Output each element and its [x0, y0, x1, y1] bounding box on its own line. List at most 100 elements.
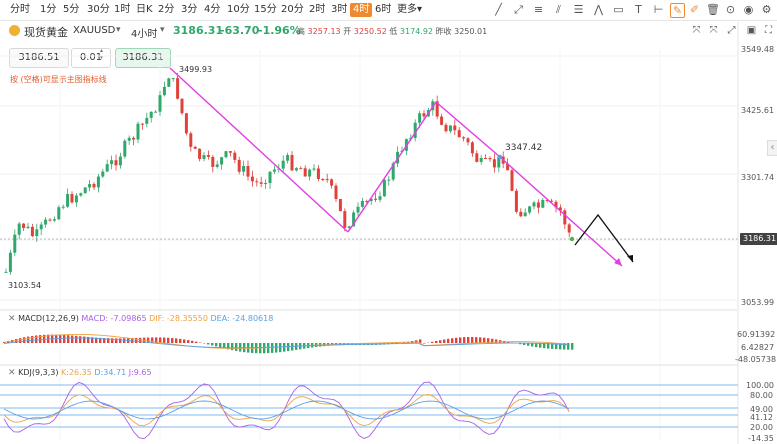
- candle-body: [39, 224, 43, 230]
- macd-title[interactable]: MACD(12,26,9): [18, 314, 79, 323]
- macd-bar: [527, 343, 530, 346]
- macd-bar: [451, 338, 454, 343]
- candle-body: [189, 133, 193, 147]
- candle-body: [35, 229, 39, 237]
- tf-30m[interactable]: 30分: [87, 4, 110, 15]
- tf-more[interactable]: 更多▾: [397, 3, 422, 17]
- ray-tool-icon[interactable]: ⤢: [514, 3, 523, 16]
- visibility-icon[interactable]: ◉: [743, 3, 754, 16]
- rectangle-tool-icon[interactable]: ▭: [613, 3, 624, 16]
- compare-icon[interactable]: ⤧: [692, 25, 701, 36]
- candle-body: [224, 151, 228, 158]
- measure-tool-icon[interactable]: ⊢: [653, 3, 664, 16]
- tf-4m[interactable]: 4分: [204, 4, 221, 15]
- tf-daily[interactable]: 日K: [136, 4, 153, 15]
- chevron-down-icon[interactable]: ▾: [160, 25, 165, 35]
- macd-bar: [183, 339, 186, 343]
- candle-body: [536, 202, 540, 208]
- fullscreen-icon[interactable]: ⛶: [765, 25, 772, 36]
- kdj-axis-tick: -14.35: [748, 434, 774, 443]
- candle-body: [492, 159, 496, 168]
- macd-bar: [15, 338, 18, 343]
- peak-price-label: 3499.93: [179, 65, 213, 74]
- macd-bar: [11, 339, 14, 343]
- indicator-icon[interactable]: ⤧: [709, 25, 718, 36]
- period-selector[interactable]: 4小时: [131, 29, 158, 40]
- candle-body: [550, 200, 554, 202]
- candle-body: [66, 194, 70, 207]
- macd-bar: [279, 343, 282, 353]
- tf-6h[interactable]: 6时: [375, 4, 392, 15]
- macd-bar: [155, 337, 158, 343]
- sell-price-button[interactable]: 3186.51: [9, 48, 69, 68]
- lot-size-input[interactable]: 0.01: [71, 48, 111, 68]
- pattern-tool-icon[interactable]: ⋀: [593, 3, 604, 16]
- candle-body: [286, 155, 290, 161]
- macd-bar: [271, 343, 274, 353]
- macd-bar: [535, 343, 538, 348]
- close-icon[interactable]: ✕: [8, 368, 16, 378]
- candle-body: [206, 155, 210, 157]
- macd-bar: [571, 343, 574, 350]
- tf-15m[interactable]: 15分: [254, 4, 277, 15]
- candle-body: [303, 168, 307, 177]
- buy-price-button[interactable]: 3186.31: [115, 48, 171, 68]
- candle-body: [281, 160, 285, 169]
- high-value: 3257.13: [307, 27, 341, 36]
- symbol-code[interactable]: XAUUSD: [73, 25, 116, 36]
- kdj-axis-tick: 100.00: [746, 381, 774, 390]
- tf-3h[interactable]: 3时: [331, 4, 348, 15]
- candle-body: [180, 98, 184, 114]
- tf-more-label: 更多: [397, 4, 417, 15]
- close-icon[interactable]: ✕: [8, 314, 16, 324]
- tf-10m[interactable]: 10分: [227, 4, 250, 15]
- tf-5m[interactable]: 5分: [63, 4, 80, 15]
- chevron-left-icon[interactable]: ‹: [767, 140, 777, 156]
- settings-icon[interactable]: ⚙: [761, 3, 772, 16]
- edit-tool-icon[interactable]: ✎: [670, 3, 685, 18]
- macd-bar: [139, 337, 142, 343]
- macd-bar: [107, 338, 110, 343]
- delete-icon[interactable]: 🗑: [706, 3, 720, 16]
- candle-body: [290, 155, 294, 171]
- candle-body: [8, 252, 12, 272]
- candle-body: [118, 156, 122, 166]
- tf-2m[interactable]: 2分: [158, 4, 175, 15]
- kdj-title[interactable]: KDJ(9,3,3): [18, 368, 59, 377]
- macd-bar: [27, 336, 30, 343]
- fibonacci-tool-icon[interactable]: ☰: [573, 3, 584, 16]
- gold-coin-icon: [9, 25, 20, 36]
- trend-line-down-1: [169, 67, 349, 233]
- split-view-icon[interactable]: ▣: [746, 25, 757, 36]
- candle-body: [88, 184, 92, 188]
- tf-2h[interactable]: 2时: [309, 4, 326, 15]
- tf-4h[interactable]: 4时: [350, 3, 373, 17]
- candle-body: [255, 181, 259, 183]
- tf-3m[interactable]: 3分: [181, 4, 198, 15]
- expand-icon[interactable]: ⤢: [727, 25, 736, 36]
- tf-fenshi[interactable]: 分时: [10, 4, 30, 15]
- tf-1h[interactable]: 1时: [114, 4, 131, 15]
- chevron-down-icon[interactable]: ▾: [116, 25, 121, 35]
- candle-body: [158, 95, 162, 112]
- channel-tool-icon[interactable]: ⫽: [556, 3, 561, 16]
- macd-bar: [147, 337, 150, 343]
- draw-mode-icon[interactable]: ✐: [689, 3, 700, 16]
- trend-line-tool-icon[interactable]: ╱: [495, 3, 502, 16]
- macd-bar: [115, 338, 118, 343]
- prev-close-value: 3250.01: [454, 27, 488, 36]
- symbol-name[interactable]: 现货黄金: [24, 26, 68, 39]
- macd-bar: [159, 337, 162, 343]
- candle-body: [127, 137, 131, 141]
- lot-stepper-icon[interactable]: ▴ ▾: [100, 47, 104, 61]
- lock-icon[interactable]: ⊙: [725, 3, 736, 16]
- horizontal-line-icon[interactable]: ≡: [533, 3, 544, 16]
- tf-20m[interactable]: 20分: [281, 4, 304, 15]
- low-label: 低: [389, 27, 398, 36]
- tf-1m[interactable]: 1分: [40, 4, 57, 15]
- text-tool-icon[interactable]: T: [635, 3, 642, 16]
- candle-body: [48, 219, 52, 221]
- candle-body: [352, 212, 356, 227]
- candle-body: [514, 190, 518, 212]
